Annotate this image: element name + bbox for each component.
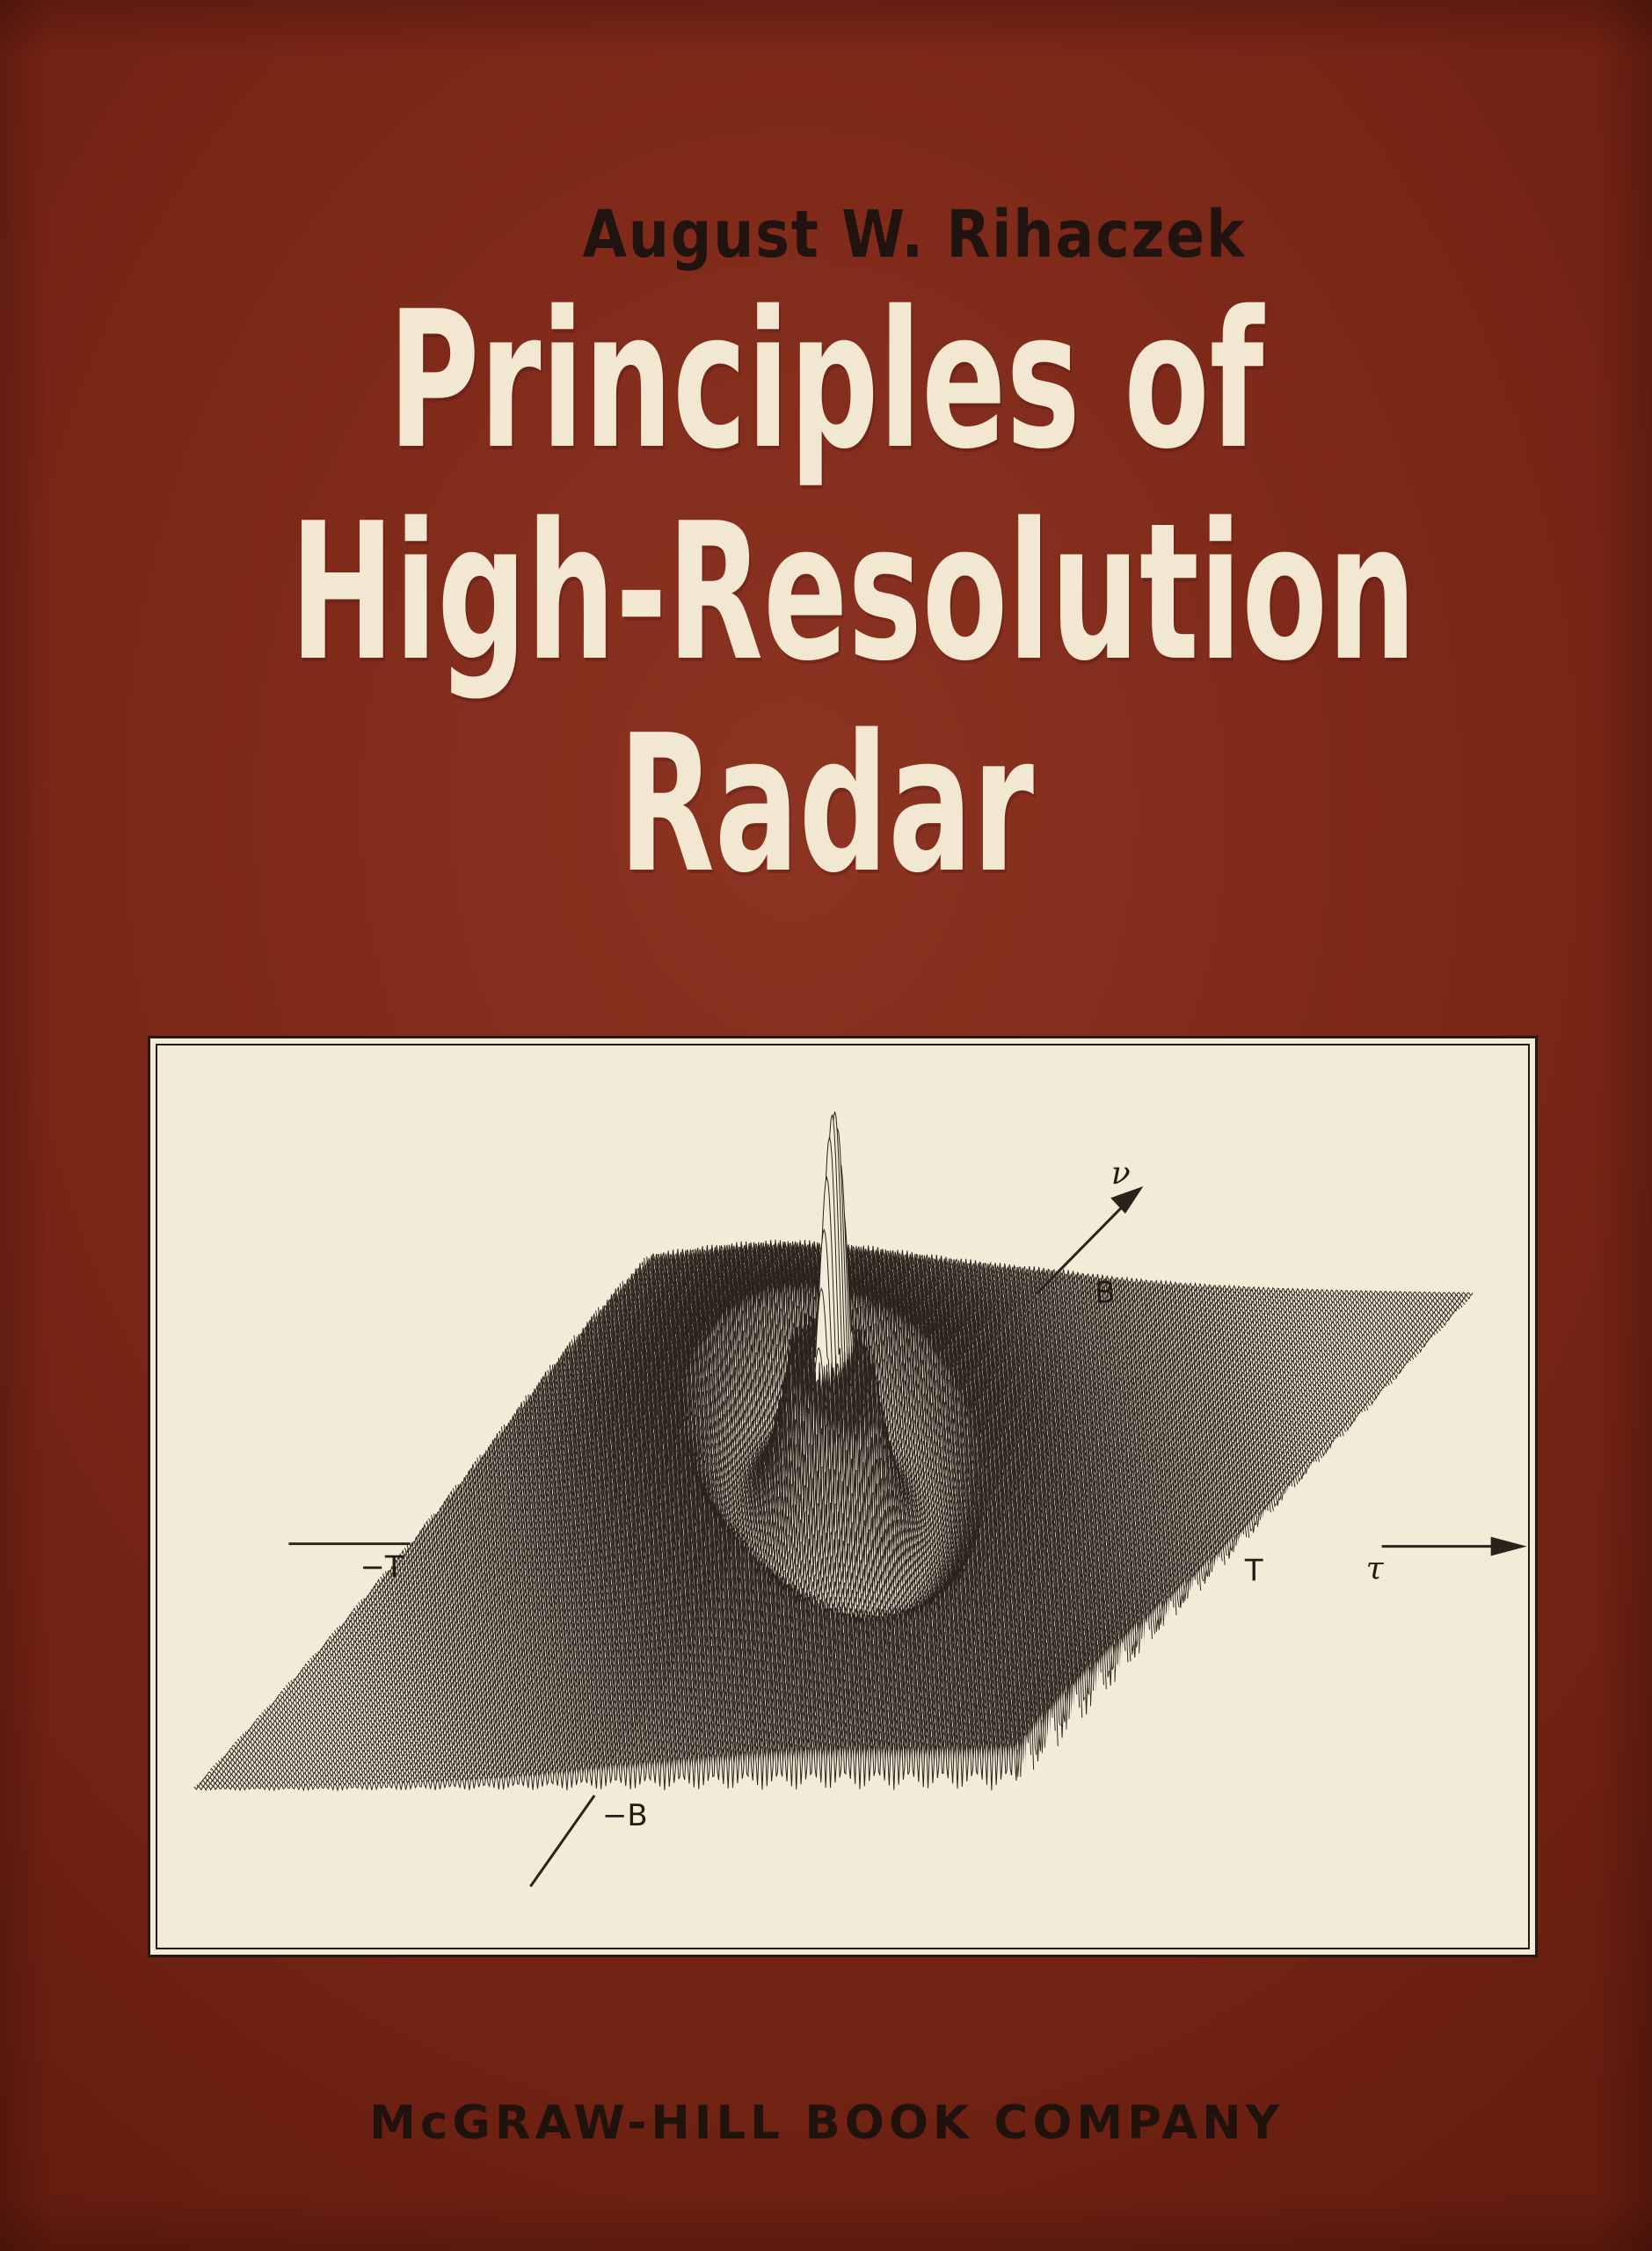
nu-axis-arrowhead [1110, 1186, 1144, 1214]
surface-row-trace [193, 1742, 1018, 1793]
title-line-3: Radar [618, 694, 1034, 914]
label-B: B [1095, 1275, 1115, 1309]
surface-row-curtain [193, 1742, 1018, 1931]
publisher-text: McGRAW-HILL BOOK COMPANY [369, 2096, 1284, 2150]
axis-labels: −T T τ B −B ν [360, 1155, 1384, 1832]
nu-axis-bottom-segment [529, 1795, 596, 1888]
nu-axis-top-segment [1036, 1198, 1131, 1295]
label-tau: τ [1366, 1550, 1385, 1586]
publisher-line: McGRAW-HILL BOOK COMPANY [53, 2096, 1600, 2150]
ambiguity-surface-figure: −T T τ B −B ν [193, 1111, 1527, 1931]
label-minus-T: −T [360, 1549, 403, 1584]
title-line-2: High-Resolution [289, 482, 1416, 703]
figure-panel: −T T τ B −B ν [148, 1036, 1538, 1957]
surface-rows [193, 1111, 1474, 1931]
author-name-text: August W. Rihaczek [582, 197, 1247, 273]
author-name: August W. Rihaczek [141, 197, 1652, 273]
tau-axis-arrowhead [1490, 1536, 1527, 1556]
axes [288, 1186, 1527, 1888]
title-line-1: Principles of [388, 270, 1264, 491]
label-minus-B: −B [602, 1798, 648, 1832]
label-T: T [1244, 1553, 1263, 1587]
figure-panel-inner-border: −T T τ B −B ν [156, 1044, 1530, 1949]
label-nu: ν [1111, 1155, 1131, 1191]
book-title: Principles of High-Resolution Radar [0, 274, 1652, 910]
